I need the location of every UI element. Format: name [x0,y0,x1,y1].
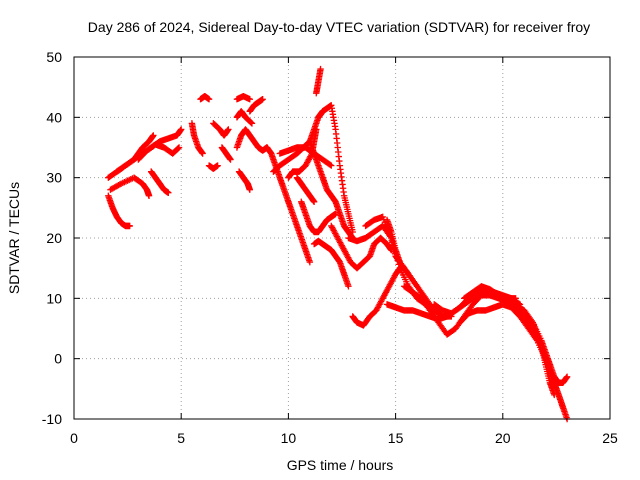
series-track-9 [210,120,232,139]
data-point [247,119,255,126]
data-point [559,403,567,411]
x-tick-label: 0 [70,430,78,446]
data-point [165,189,172,196]
series-track-14 [246,96,266,115]
data-points [105,65,571,423]
y-tick-label: 0 [54,351,62,367]
x-tick-label: 20 [495,430,511,446]
data-point [349,228,356,236]
series-track-25 [306,138,356,242]
series-track-8 [197,93,213,103]
data-point [259,96,266,103]
series-track-12 [233,108,256,127]
x-axis-label: GPS time / hours [287,457,394,473]
x-tick-label: 10 [281,430,297,446]
y-tick-label: 50 [46,49,62,65]
series-track-21 [298,198,339,236]
series-track-10 [205,162,221,172]
series-track-32 [349,261,421,329]
data-point [178,126,185,133]
y-tick-label: 20 [46,230,62,246]
data-point [328,162,335,169]
data-point [227,156,234,163]
data-point [199,150,206,157]
series-track-16 [233,126,271,154]
data-point [345,283,352,290]
y-tick-label: 40 [46,109,62,125]
data-point [126,222,133,230]
data-point [214,162,221,169]
x-tick-label: 5 [177,430,185,446]
data-point [306,258,314,266]
series-track-2 [105,132,157,181]
series-track-39 [529,319,567,411]
series-track-31 [383,216,404,266]
axis-ticks: 0 5 10 15 20 25 -10 0 10 20 30 40 50 [42,49,618,446]
data-point [317,65,324,73]
y-tick-label: 30 [46,170,62,186]
data-point [413,283,421,290]
series-track-27 [313,65,324,97]
data-point [327,161,334,169]
series-track-13 [233,93,254,103]
series-track-11 [218,144,234,163]
series-track-24 [310,237,352,290]
data-point [246,186,254,193]
data-point [150,132,157,139]
data-point [145,192,153,199]
data-point [313,126,320,133]
series-track-23 [285,198,314,266]
data-point [205,96,213,103]
series-track-26 [315,102,356,236]
data-point [310,198,318,205]
series-track-3 [107,174,153,199]
grid-lines [74,57,610,419]
x-tick-label: 25 [602,430,618,446]
x-tick-label: 15 [388,430,404,446]
data-point [248,120,256,127]
series-track-36 [456,301,571,423]
data-point [246,96,254,103]
y-tick-label: 10 [46,290,62,306]
y-tick-label: -10 [42,411,62,427]
series-track-7 [188,120,206,157]
data-point [563,373,571,380]
data-point [175,144,183,151]
data-point [175,145,182,152]
series-track-6 [147,168,172,196]
series-track-15 [235,168,254,193]
chart-title: Day 286 of 2024, Sidereal Day-to-day VTE… [88,19,590,35]
series-track-22 [293,174,318,205]
series-track-38 [499,295,558,399]
series-track-1 [105,192,133,230]
series-track-28 [328,222,395,272]
series-track-5 [135,141,183,163]
data-point [225,126,232,133]
y-axis-label: SDTVAR / TECUs [6,182,22,294]
